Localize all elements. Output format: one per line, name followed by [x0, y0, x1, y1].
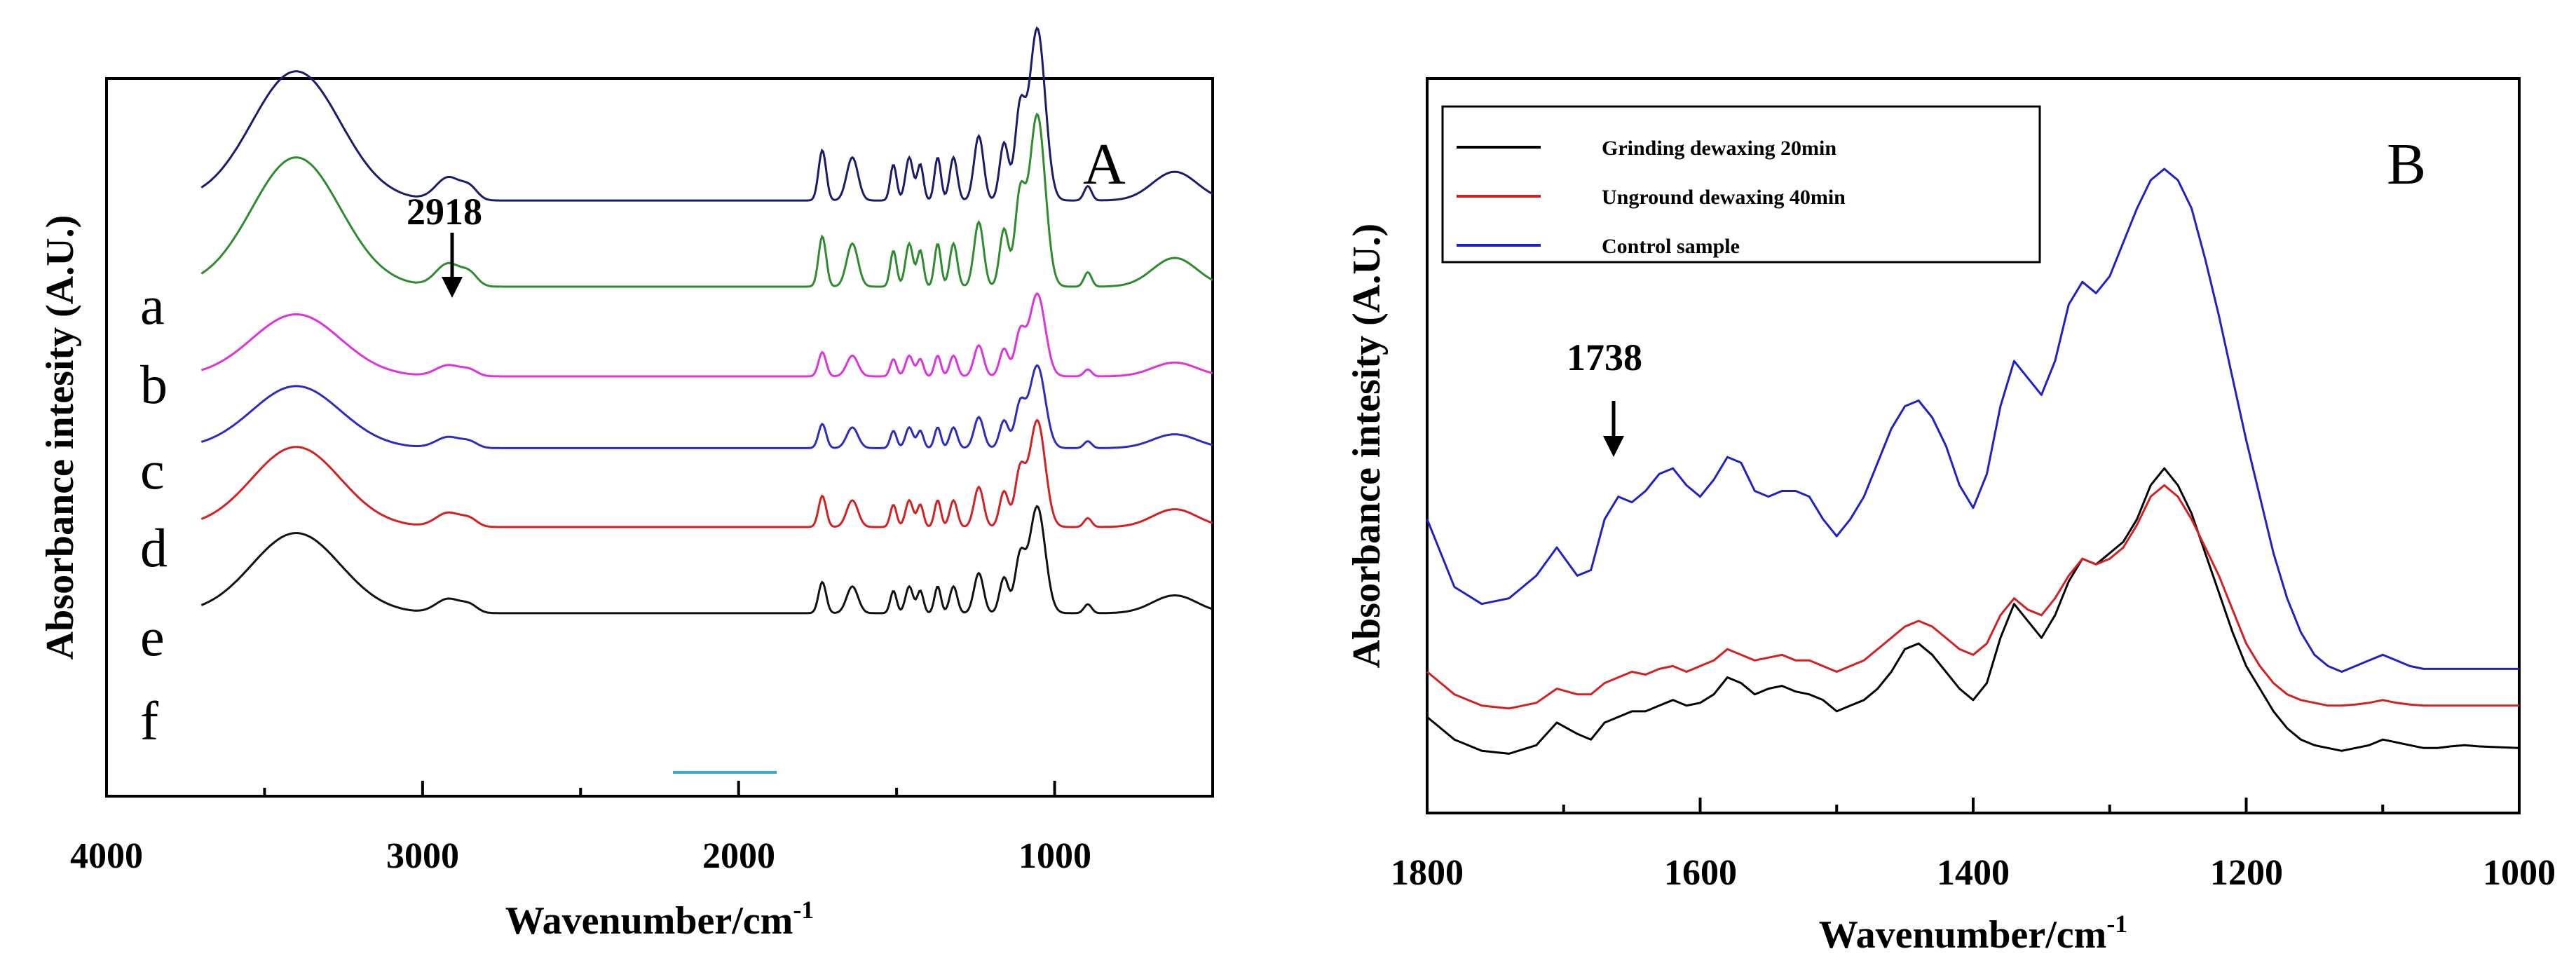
- curve-label-f: f: [140, 690, 158, 751]
- tick-label-1600: 1600: [1664, 853, 1737, 893]
- tick-label-1200: 1200: [2210, 853, 2283, 893]
- spectrum-a: [200, 26, 1213, 202]
- panel-a-y-axis-title: Absorbance intesity (A.U.): [39, 215, 82, 660]
- panel-a-annotation-text: 2918: [407, 191, 482, 233]
- panel-b-y-axis-title: Absorbance intesity (A.U.): [1345, 224, 1389, 669]
- panel-b-ticks: [1426, 798, 2521, 813]
- panel-b-label: B: [2387, 132, 2426, 197]
- legend: Grinding dewaxing 20min Unground dewaxin…: [1441, 105, 2041, 264]
- tick-label-1800: 1800: [1391, 853, 1464, 893]
- legend-box: [1441, 105, 2041, 264]
- tick-label-1000-b: 1000: [2483, 853, 2556, 893]
- panel-a-x-axis-title: Wavenumber/cm-1: [505, 896, 815, 943]
- tick-label-2000: 2000: [702, 836, 775, 876]
- panel-b-curves: [1426, 168, 2520, 755]
- panel-b-annotation-arrow: [1603, 401, 1624, 457]
- legend-label-unground: Unground dewaxing 40min: [1602, 186, 1846, 209]
- panel-a-frame: [105, 77, 1214, 798]
- curve-label-e: e: [140, 606, 165, 667]
- spectrum-unground-dewaxing-40min: [1426, 484, 2519, 710]
- tick-label-1400: 1400: [1937, 853, 2010, 893]
- panel-b: Grinding dewaxing 20min Unground dewaxin…: [1345, 77, 2556, 957]
- panel-a-ticks: [105, 781, 1214, 796]
- panel-a-label: A: [1083, 132, 1126, 197]
- legend-label-grinding: Grinding dewaxing 20min: [1602, 137, 1836, 160]
- panel-b-annotation-text: 1738: [1567, 336, 1642, 378]
- spectrum-grinding-dewaxing-20min: [1426, 467, 2520, 755]
- spectrum-c: [200, 292, 1213, 378]
- panel-b-x-axis-title: Wavenumber/cm-1: [1819, 910, 2128, 957]
- spectrum-control-sample: [1426, 168, 2519, 673]
- spectrum-e: [200, 418, 1213, 528]
- curve-label-b: b: [140, 354, 168, 415]
- curve-label-a: a: [140, 275, 165, 336]
- panel-a-annotation-arrow: [442, 233, 463, 298]
- legend-label-control: Control sample: [1602, 235, 1740, 258]
- curve-label-c: c: [140, 439, 165, 500]
- spectrum-f: [200, 505, 1213, 615]
- tick-label-4000: 4000: [70, 836, 143, 876]
- tick-label-3000: 3000: [386, 836, 459, 876]
- spectrum-d: [200, 364, 1213, 449]
- tick-label-1000: 1000: [1018, 836, 1091, 876]
- curve-label-d: d: [140, 517, 168, 578]
- panel-a-curves: [200, 26, 1213, 615]
- panel-a: A 2918 a b c d e f 4000 3000 2000 1000 W…: [39, 26, 1214, 943]
- spectrum-b: [200, 112, 1213, 288]
